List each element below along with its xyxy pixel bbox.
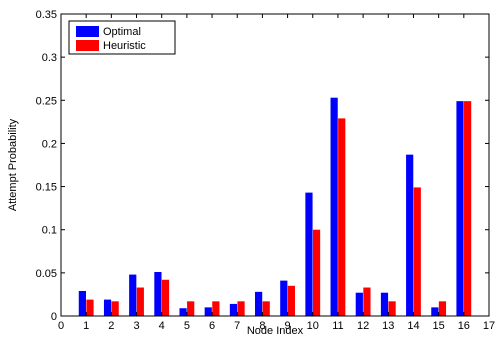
x-tick-label-7: 7: [234, 320, 240, 332]
bar-heuristic-node-12: [363, 287, 371, 316]
x-tick-label-6: 6: [209, 320, 215, 332]
bar-heuristic-node-13: [388, 301, 396, 316]
x-tick-label-12: 12: [357, 320, 369, 332]
y-axis-label: Attempt Probability: [7, 118, 19, 211]
bar-heuristic-node-7: [237, 301, 245, 316]
x-tick-label-1: 1: [83, 320, 89, 332]
bar-heuristic-node-6: [212, 301, 220, 316]
y-tick-label-0.05: 0.05: [36, 268, 57, 280]
bar-optimal-node-5: [179, 308, 187, 316]
bar-optimal-node-14: [406, 154, 414, 316]
x-tick-label-11: 11: [332, 320, 343, 332]
y-tick-label-0.3: 0.3: [42, 52, 57, 64]
plot-area: [61, 14, 489, 316]
bar-optimal-node-4: [154, 271, 162, 316]
bar-optimal-node-13: [380, 292, 389, 316]
bar-optimal-node-6: [204, 307, 212, 316]
x-tick-label-15: 15: [433, 320, 445, 332]
legend-swatch-heuristic: [76, 40, 99, 51]
x-tick-label-16: 16: [458, 320, 470, 332]
x-tick-label-9: 9: [285, 320, 291, 332]
bar-optimal-node-9: [280, 280, 288, 316]
x-tick-label-17: 17: [483, 320, 495, 332]
bar-optimal-node-1: [78, 290, 86, 316]
bar-optimal-node-15: [431, 307, 439, 316]
bar-heuristic-node-1: [86, 299, 94, 316]
bar-optimal-node-7: [229, 303, 238, 316]
bars-group: [78, 97, 472, 317]
x-tick-label-3: 3: [133, 320, 139, 332]
y-tick-label-0.15: 0.15: [36, 182, 57, 194]
x-tick-label-0: 0: [58, 320, 64, 332]
bar-heuristic-node-9: [287, 285, 295, 316]
y-tick-label-0: 0: [51, 311, 57, 323]
x-tick-label-8: 8: [259, 320, 265, 332]
bar-heuristic-node-4: [161, 279, 170, 316]
x-tick-label-10: 10: [307, 320, 319, 332]
y-tick-label-0.35: 0.35: [36, 9, 57, 21]
bar-optimal-node-2: [103, 299, 112, 316]
bar-optimal-node-12: [355, 292, 363, 316]
bar-heuristic-node-10: [312, 229, 321, 316]
bar-heuristic-node-11: [338, 118, 346, 316]
legend-label-heuristic: Heuristic: [103, 40, 146, 52]
x-tick-label-2: 2: [108, 320, 114, 332]
y-tick-label-0.1: 0.1: [42, 225, 57, 237]
x-tick-label-13: 13: [382, 320, 394, 332]
legend-swatch-optimal: [76, 26, 99, 37]
bar-optimal-node-8: [255, 291, 263, 316]
ticks-group: 0 1 2 3 4 5 6 7 8 9 10 11 12 13 14 15 16 1700.050.10.150.…: [36, 9, 496, 332]
x-axis-label: Node Index: [247, 325, 304, 337]
x-tick-label-5: 5: [184, 320, 190, 332]
legend-label-optimal: Optimal: [103, 26, 141, 38]
bar-heuristic-node-15: [438, 301, 447, 316]
bar-heuristic-node-2: [111, 301, 119, 316]
bar-optimal-node-16: [456, 101, 464, 317]
bar-heuristic-node-16: [464, 101, 472, 317]
bar-heuristic-node-8: [262, 301, 270, 316]
bar-heuristic-node-14: [413, 187, 421, 316]
bar-optimal-node-3: [129, 274, 137, 316]
bar-heuristic-node-5: [187, 301, 195, 316]
x-tick-label-4: 4: [159, 320, 165, 332]
y-tick-label-0.2: 0.2: [42, 138, 57, 150]
legend: Optimal Heuristic: [68, 20, 176, 55]
bar-optimal-node-11: [330, 97, 338, 316]
bar-optimal-node-10: [305, 192, 313, 316]
bar-heuristic-node-3: [136, 287, 144, 316]
y-tick-label-0.25: 0.25: [36, 95, 57, 107]
plot-frame: [60, 13, 490, 317]
x-tick-label-14: 14: [407, 320, 419, 332]
